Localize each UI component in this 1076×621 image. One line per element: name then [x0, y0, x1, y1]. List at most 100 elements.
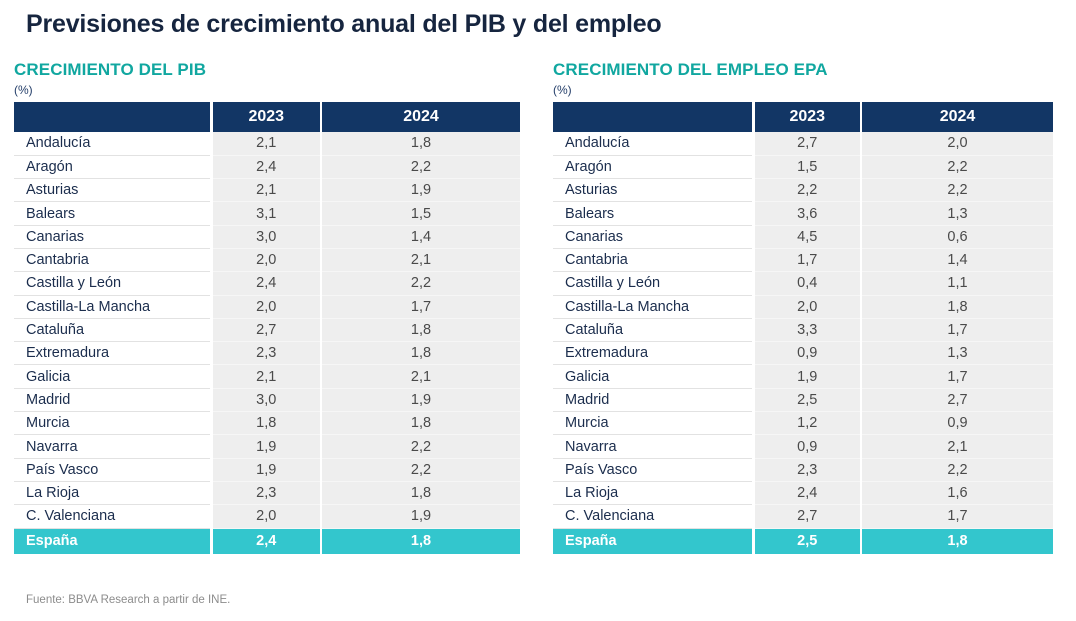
- cell-2024: 1,8: [321, 411, 520, 436]
- cell-region: C. Valenciana: [14, 504, 213, 529]
- table-row: Navarra 0,9 2,1: [553, 434, 1053, 459]
- cell-2024: 2,1: [321, 364, 520, 389]
- cell-2023: 3,0: [211, 388, 322, 413]
- cell-region: Andalucía: [553, 132, 755, 156]
- cell-2024: 2,2: [861, 178, 1053, 203]
- cell-2024: 1,9: [321, 504, 520, 529]
- cell-region: La Rioja: [553, 481, 755, 506]
- table-row: Asturias 2,1 1,9: [14, 178, 520, 203]
- cell-2023: 0,9: [753, 434, 862, 459]
- cell-2023: 1,5: [753, 155, 862, 180]
- cell-2023: 2,1: [211, 132, 322, 156]
- cell-region: C. Valenciana: [553, 504, 755, 529]
- cell-region: Cataluña: [14, 318, 213, 343]
- cell-2023-total: 2,4: [211, 528, 322, 555]
- cell-2023: 3,1: [211, 201, 322, 226]
- cell-region: Extremadura: [553, 341, 755, 366]
- cell-region: Castilla-La Mancha: [553, 295, 755, 319]
- table-row: Madrid 2,5 2,7: [553, 388, 1053, 413]
- cell-region: Balears: [553, 201, 755, 226]
- cell-2024: 1,8: [861, 295, 1053, 319]
- cell-region: Galicia: [14, 364, 213, 389]
- table-crecimiento-empleo-epa: 2023 2024 Andalucía 2,7 2,0 Aragón 1,5 2…: [553, 102, 1053, 555]
- cell-region: Galicia: [553, 364, 755, 389]
- cell-2024: 2,0: [861, 132, 1053, 156]
- cell-2024: 1,8: [321, 318, 520, 343]
- cell-2023: 2,3: [753, 458, 862, 482]
- table-row: Castilla y León 0,4 1,1: [553, 271, 1053, 296]
- cell-region: Canarias: [14, 225, 213, 249]
- cell-2024: 2,2: [321, 434, 520, 459]
- cell-region: Aragón: [553, 155, 755, 180]
- cell-2023: 0,9: [753, 341, 862, 366]
- table-row: Andalucía 2,7 2,0: [553, 132, 1053, 156]
- cell-region: Castilla y León: [553, 271, 755, 296]
- cell-2023: 2,4: [211, 155, 322, 180]
- cell-region: Asturias: [14, 178, 213, 203]
- cell-2024: 2,7: [861, 388, 1053, 413]
- table-row: Castilla-La Mancha 2,0 1,8: [553, 295, 1053, 319]
- panel-title-empleo: CRECIMIENTO DEL EMPLEO EPA: [553, 60, 828, 79]
- cell-2024-total: 1,8: [861, 528, 1053, 555]
- table-row: País Vasco 2,3 2,2: [553, 458, 1053, 482]
- cell-2023: 4,5: [753, 225, 862, 249]
- cell-2023: 2,4: [211, 271, 322, 296]
- cell-2023: 2,0: [211, 248, 322, 273]
- cell-region: Navarra: [553, 434, 755, 459]
- cell-2024: 1,3: [861, 201, 1053, 226]
- cell-2024: 2,2: [861, 458, 1053, 482]
- cell-region: Castilla y León: [14, 271, 213, 296]
- cell-2024: 2,2: [321, 155, 520, 180]
- cell-2023: 1,8: [211, 411, 322, 436]
- cell-2024: 1,8: [321, 341, 520, 366]
- cell-region: Canarias: [553, 225, 755, 249]
- cell-2024: 1,6: [861, 481, 1053, 506]
- cell-2024: 2,1: [321, 248, 520, 273]
- cell-2023: 2,1: [211, 178, 322, 203]
- cell-2024: 1,8: [321, 481, 520, 506]
- cell-2023: 1,9: [211, 434, 322, 459]
- cell-region: Murcia: [553, 411, 755, 436]
- cell-2024: 2,2: [321, 458, 520, 482]
- cell-region: Andalucía: [14, 132, 213, 156]
- cell-2024: 2,1: [861, 434, 1053, 459]
- cell-2023: 0,4: [753, 271, 862, 296]
- cell-region: Cantabria: [553, 248, 755, 273]
- cell-region: Asturias: [553, 178, 755, 203]
- cell-2023: 2,7: [211, 318, 322, 343]
- table-total-row: España 2,4 1,8: [14, 528, 520, 555]
- cell-region: Cantabria: [14, 248, 213, 273]
- cell-2024: 2,2: [321, 271, 520, 296]
- cell-2024: 1,3: [861, 341, 1053, 366]
- cell-2024: 1,5: [321, 201, 520, 226]
- table-row: La Rioja 2,3 1,8: [14, 481, 520, 506]
- cell-2023: 1,2: [753, 411, 862, 436]
- table-body-empleo: Andalucía 2,7 2,0 Aragón 1,5 2,2 Asturia…: [553, 132, 1053, 555]
- cell-2023: 3,6: [753, 201, 862, 226]
- cell-region: Murcia: [14, 411, 213, 436]
- table-header-row: 2023 2024: [553, 102, 1053, 132]
- table-row: C. Valenciana 2,0 1,9: [14, 504, 520, 529]
- cell-region: País Vasco: [14, 458, 213, 482]
- cell-2023: 1,9: [753, 364, 862, 389]
- table-row: Castilla y León 2,4 2,2: [14, 271, 520, 296]
- cell-2023: 3,3: [753, 318, 862, 343]
- panel-crecimiento-empleo-epa: CRECIMIENTO DEL EMPLEO EPA (%) 2023 2024…: [553, 60, 1053, 555]
- cell-2023: 3,0: [211, 225, 322, 249]
- column-header-2024: 2024: [861, 102, 1053, 132]
- table-row: C. Valenciana 2,7 1,7: [553, 504, 1053, 529]
- table-row: Aragón 1,5 2,2: [553, 155, 1053, 180]
- table-row: Murcia 1,8 1,8: [14, 411, 520, 436]
- table-row: Murcia 1,2 0,9: [553, 411, 1053, 436]
- panel-unit-empleo: (%): [553, 83, 572, 97]
- cell-2024: 1,4: [321, 225, 520, 249]
- table-row: Extremadura 2,3 1,8: [14, 341, 520, 366]
- table-row: Cantabria 2,0 2,1: [14, 248, 520, 273]
- cell-region-total: España: [553, 528, 755, 555]
- cell-2023: 2,0: [211, 504, 322, 529]
- cell-region: Extremadura: [14, 341, 213, 366]
- cell-2024: 1,7: [321, 295, 520, 319]
- cell-region: País Vasco: [553, 458, 755, 482]
- table-row: Asturias 2,2 2,2: [553, 178, 1053, 203]
- column-header-2023: 2023: [753, 102, 862, 132]
